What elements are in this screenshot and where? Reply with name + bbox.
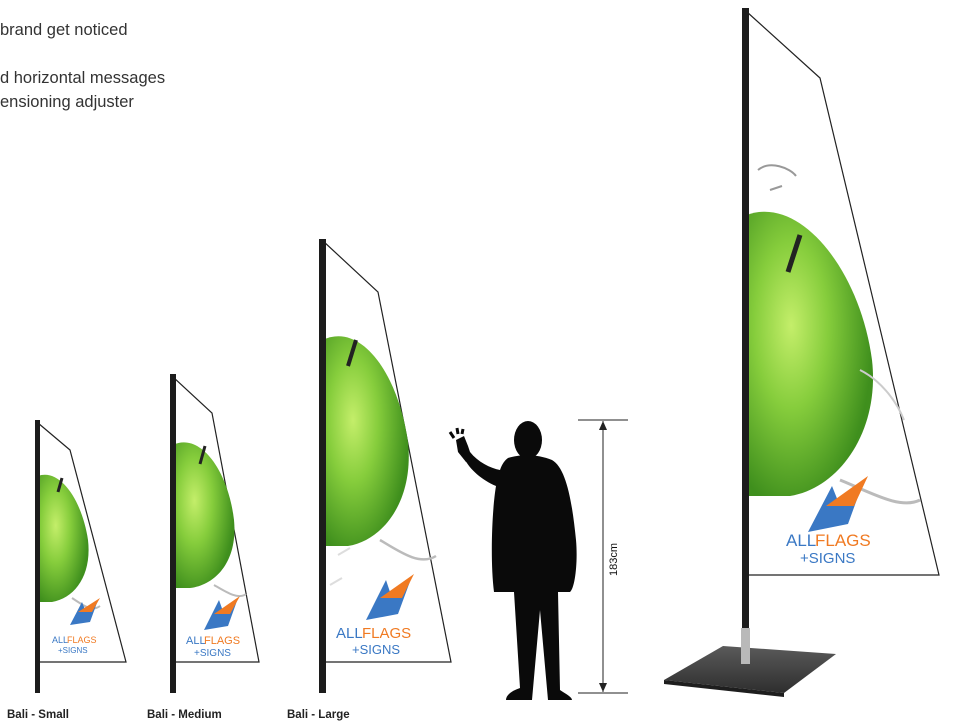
flag-xl-pole <box>742 8 749 628</box>
flag-medium: ALL FLAGS +SIGNS <box>170 374 260 693</box>
flag-xl: ALL FLAGS +SIGNS <box>664 8 940 697</box>
svg-text:ALL: ALL <box>336 625 363 642</box>
caption-large: Bali - Large <box>287 709 350 721</box>
flag-medium-pole <box>170 374 176 693</box>
svg-text:FLAGS: FLAGS <box>204 635 240 647</box>
svg-text:ALL: ALL <box>786 531 816 550</box>
flag-xl-fruit <box>747 211 874 496</box>
flag-xl-logo: ALL FLAGS +SIGNS <box>786 476 871 567</box>
flag-large-pole <box>319 239 326 693</box>
feature-line-2: d horizontal messages <box>0 69 166 87</box>
svg-text:FLAGS: FLAGS <box>362 625 411 642</box>
caption-medium: Bali - Medium <box>147 709 222 721</box>
svg-text:ALL: ALL <box>186 635 206 647</box>
flag-small-pole <box>35 420 40 693</box>
svg-text:+SIGNS: +SIGNS <box>352 642 400 657</box>
feature-line-1: brand get noticed <box>0 21 128 39</box>
flag-large: ALL FLAGS +SIGNS <box>319 239 452 693</box>
flag-medium-logo: ALL FLAGS +SIGNS <box>186 596 240 659</box>
feature-line-3: ensioning adjuster <box>0 93 134 111</box>
caption-small: Bali - Small <box>7 709 69 721</box>
flag-small: ALL FLAGS +SIGNS <box>35 420 127 693</box>
svg-text:ALL: ALL <box>52 635 68 645</box>
flag-medium-fruit <box>173 442 235 588</box>
svg-text:+SIGNS: +SIGNS <box>194 648 231 659</box>
person-silhouette <box>448 421 577 700</box>
flag-large-fruit <box>323 336 409 546</box>
svg-text:+SIGNS: +SIGNS <box>800 550 855 567</box>
base-plate <box>664 646 836 693</box>
height-dimension-label: 183cm <box>608 543 620 576</box>
svg-text:FLAGS: FLAGS <box>67 635 97 645</box>
flag-large-logo: ALL FLAGS +SIGNS <box>336 574 414 657</box>
feature-text: brand get noticed d horizontal messages … <box>0 18 165 114</box>
svg-text:+SIGNS: +SIGNS <box>58 646 88 655</box>
height-dimension: 183cm <box>578 419 628 694</box>
flag-small-logo: ALL FLAGS +SIGNS <box>52 598 100 655</box>
svg-text:FLAGS: FLAGS <box>815 531 871 550</box>
flag-xl-pole-joint <box>741 628 750 664</box>
flag-small-fruit <box>38 474 89 602</box>
